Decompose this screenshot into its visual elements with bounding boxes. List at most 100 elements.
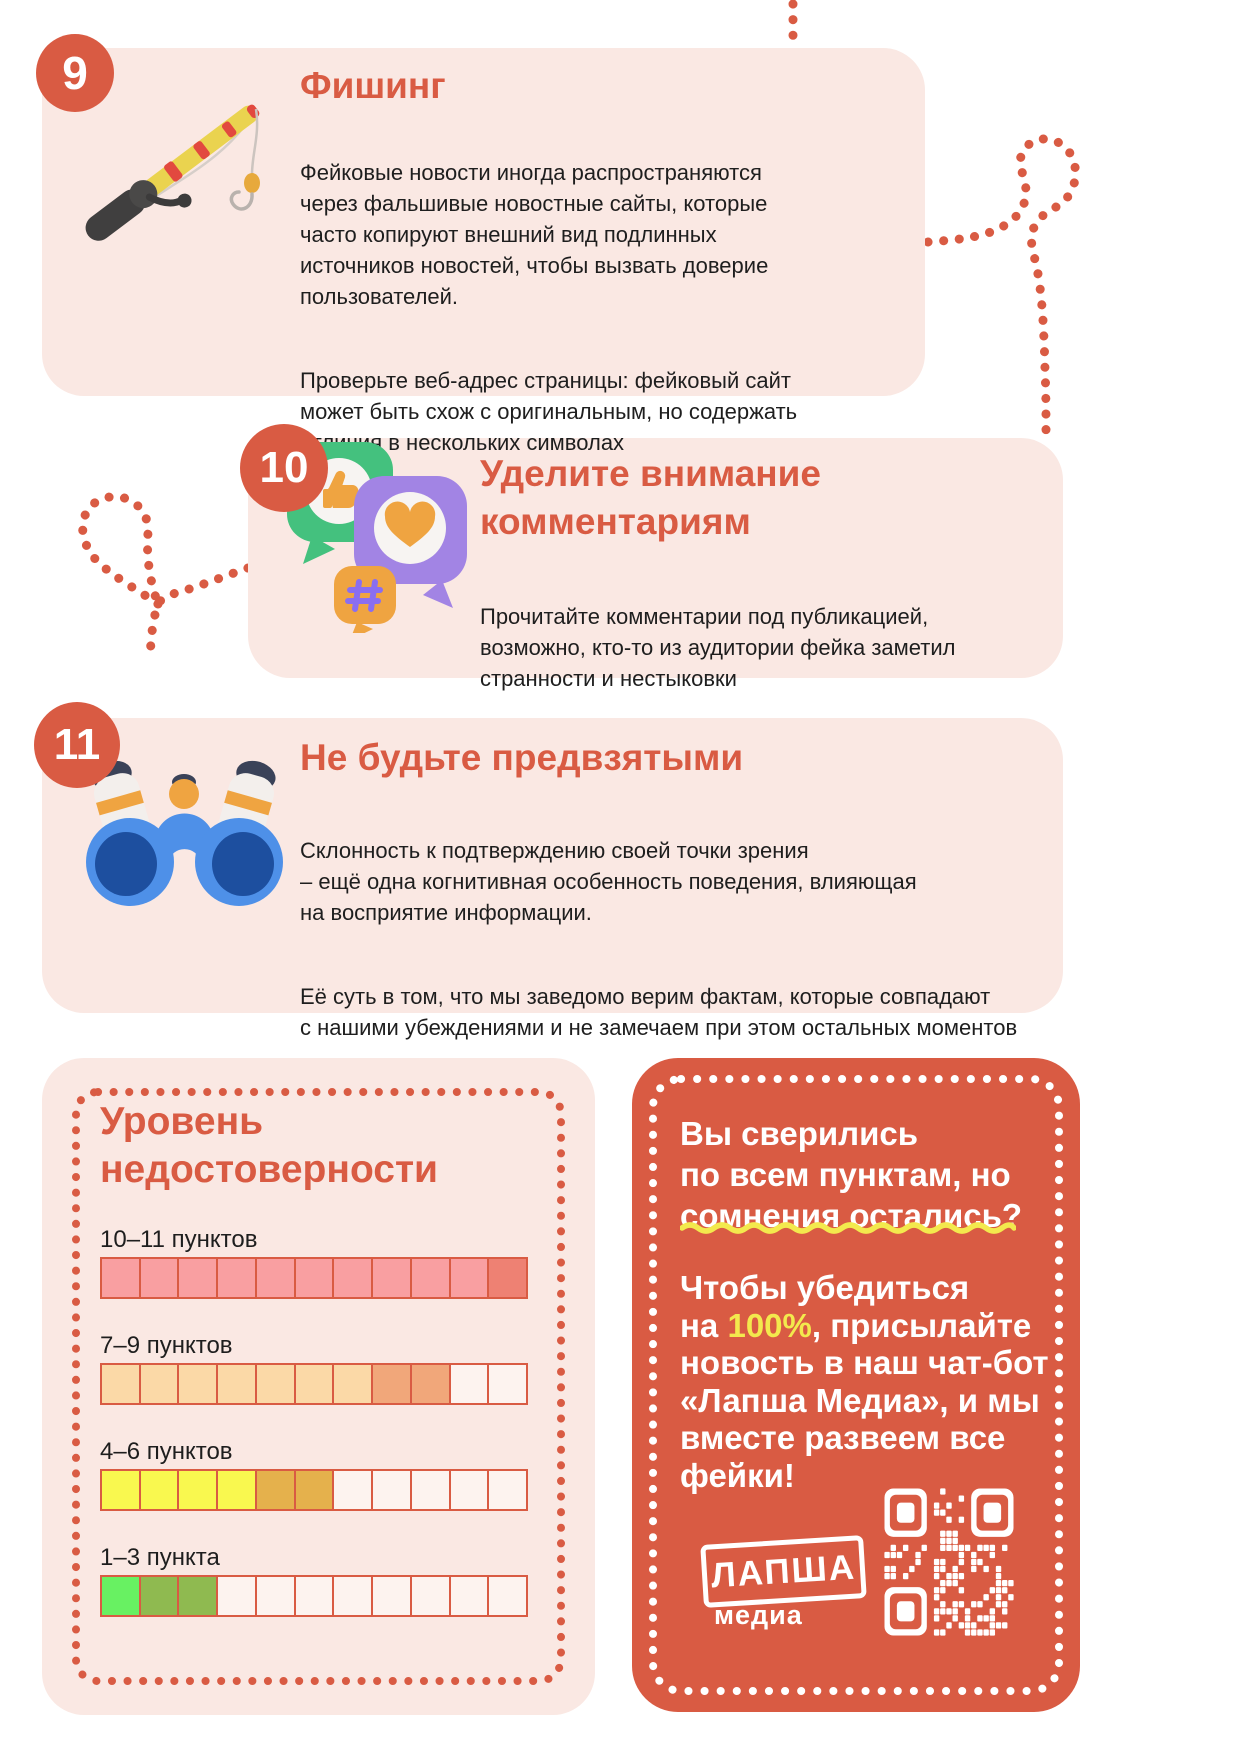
scale-row: 1–3 пункта xyxy=(100,1544,528,1617)
text-line: фейки! xyxy=(680,1456,795,1494)
scale-row-label: 10–11 пунктов xyxy=(100,1226,258,1253)
scale-cell xyxy=(450,1365,490,1403)
dotted-border-white xyxy=(649,1075,1063,1695)
qr-code xyxy=(884,1488,1014,1636)
cta-title: Вы сверились по всем пунктам, но сомнения … xyxy=(680,1113,1022,1236)
scale-row: 4–6 пунктов xyxy=(100,1438,528,1511)
speech-bubbles-icon xyxy=(287,442,467,633)
scale-cell xyxy=(334,1365,374,1403)
reliability-scale-panel: Уровень недостоверности 10–11 пунктов 7–9… xyxy=(42,1058,595,1715)
card-10-text: Прочитайте комментарии под публикацией, … xyxy=(480,570,1040,725)
scale-cell xyxy=(450,1471,490,1509)
scale-cell xyxy=(218,1259,257,1297)
lapsha-media-logo: ЛАПША xyxy=(700,1535,867,1608)
scale-cell xyxy=(411,1365,451,1403)
text-line: «Лапша Медиа», и мы xyxy=(680,1381,1040,1419)
text-line: Чтобы убедиться xyxy=(680,1269,970,1306)
dotted-border xyxy=(72,1088,565,1685)
scale-cell xyxy=(102,1365,141,1403)
text-line: Вы сверились xyxy=(680,1115,919,1152)
paragraph: Склонность к подтверждению своей точки з… xyxy=(300,838,917,925)
scale-cell xyxy=(334,1471,374,1509)
scale-row-label: 4–6 пунктов xyxy=(100,1438,233,1465)
scale-cell xyxy=(256,1259,296,1297)
scale-cell xyxy=(373,1471,412,1509)
scale-cell xyxy=(140,1365,180,1403)
scale-cell xyxy=(218,1471,257,1509)
card-9-title: Фишинг xyxy=(300,65,446,106)
text-line: на 100%, присылайте xyxy=(680,1306,1032,1344)
paragraph: Её суть в том, что мы заведомо верим фак… xyxy=(300,984,1018,1040)
scale-cell xyxy=(295,1365,335,1403)
wavy-underline xyxy=(680,1222,1016,1234)
card-11-text: Склонность к подтверждению своей точки з… xyxy=(300,804,1045,1074)
scale-cell xyxy=(373,1259,412,1297)
text-line: вместе развеем все xyxy=(680,1419,1006,1456)
scale-cell xyxy=(102,1471,141,1509)
step-11-badge: 11 xyxy=(34,702,120,788)
scale-cell xyxy=(295,1259,335,1297)
scale-cell xyxy=(179,1259,219,1297)
scale-cell xyxy=(140,1577,180,1615)
text-line: новость в наш чат-бот xyxy=(680,1344,1049,1381)
paragraph: Прочитайте комментарии под публикацией, … xyxy=(480,604,956,691)
scale-cell xyxy=(411,1471,451,1509)
scale-cell xyxy=(140,1471,180,1509)
dotted-squiggle-left xyxy=(78,492,253,663)
scale-bar xyxy=(100,1469,528,1511)
scale-cell xyxy=(295,1577,335,1615)
scale-cell xyxy=(256,1365,296,1403)
highlighted-text: 100% xyxy=(727,1306,812,1344)
binoculars-icon xyxy=(86,760,283,906)
scale-cell xyxy=(450,1259,490,1297)
scale-cell xyxy=(179,1577,219,1615)
scale-cell xyxy=(102,1259,141,1297)
scale-row-label: 7–9 пунктов xyxy=(100,1332,233,1359)
scale-row: 10–11 пунктов xyxy=(100,1226,528,1299)
scale-cell xyxy=(489,1577,527,1615)
fishing-rod-icon xyxy=(85,104,260,241)
scale-bar xyxy=(100,1257,528,1299)
card-10-title: Уделите внимание комментариям xyxy=(480,450,821,546)
logo-title: ЛАПША xyxy=(709,1547,858,1595)
scale-cell xyxy=(334,1259,374,1297)
scale-cell xyxy=(489,1259,527,1297)
scale-bar xyxy=(100,1363,528,1405)
scale-row: 7–9 пунктов xyxy=(100,1332,528,1405)
cta-panel: Вы сверились по всем пунктам, но сомнения … xyxy=(632,1058,1080,1712)
text-line: недостоверности xyxy=(100,1148,439,1191)
dotted-squiggle-right xyxy=(923,134,1080,435)
scale-panel-title: Уровень недостоверности xyxy=(100,1098,438,1194)
scale-cell xyxy=(102,1577,141,1615)
scale-cell xyxy=(411,1577,451,1615)
text-line: Уделите внимание xyxy=(480,453,821,494)
scale-cell xyxy=(450,1577,490,1615)
text-line: по всем пунктам, но xyxy=(680,1156,1011,1193)
text-line: Уровень xyxy=(100,1100,264,1143)
card-9-text: Фейковые новости иногда распространяются… xyxy=(300,126,880,489)
logo-subtitle: медиа xyxy=(714,1600,803,1630)
scale-cell xyxy=(179,1471,219,1509)
scale-cell xyxy=(295,1471,335,1509)
card-phishing xyxy=(42,48,925,396)
text-line: комментариям xyxy=(480,501,751,542)
scale-cell xyxy=(489,1471,527,1509)
step-10-badge: 10 xyxy=(240,424,328,512)
step-9-badge: 9 xyxy=(36,34,114,112)
scale-cell xyxy=(140,1259,180,1297)
scale-cell xyxy=(256,1471,296,1509)
scale-cell xyxy=(218,1365,257,1403)
paragraph: Проверьте веб-адрес страницы: фейковый с… xyxy=(300,368,798,455)
scale-cell xyxy=(411,1259,451,1297)
paragraph: Фейковые новости иногда распространяются… xyxy=(300,160,769,309)
scale-cell xyxy=(256,1577,296,1615)
card-11-title: Не будьте предвзятыми xyxy=(300,737,744,778)
scale-cell xyxy=(489,1365,527,1403)
cta-body-text: Чтобы убедиться на 100%, присылайте новост… xyxy=(680,1269,1049,1494)
scale-cell xyxy=(179,1365,219,1403)
scale-bar xyxy=(100,1575,528,1617)
scale-cell xyxy=(373,1365,412,1403)
scale-cell xyxy=(373,1577,412,1615)
scale-cell xyxy=(218,1577,257,1615)
